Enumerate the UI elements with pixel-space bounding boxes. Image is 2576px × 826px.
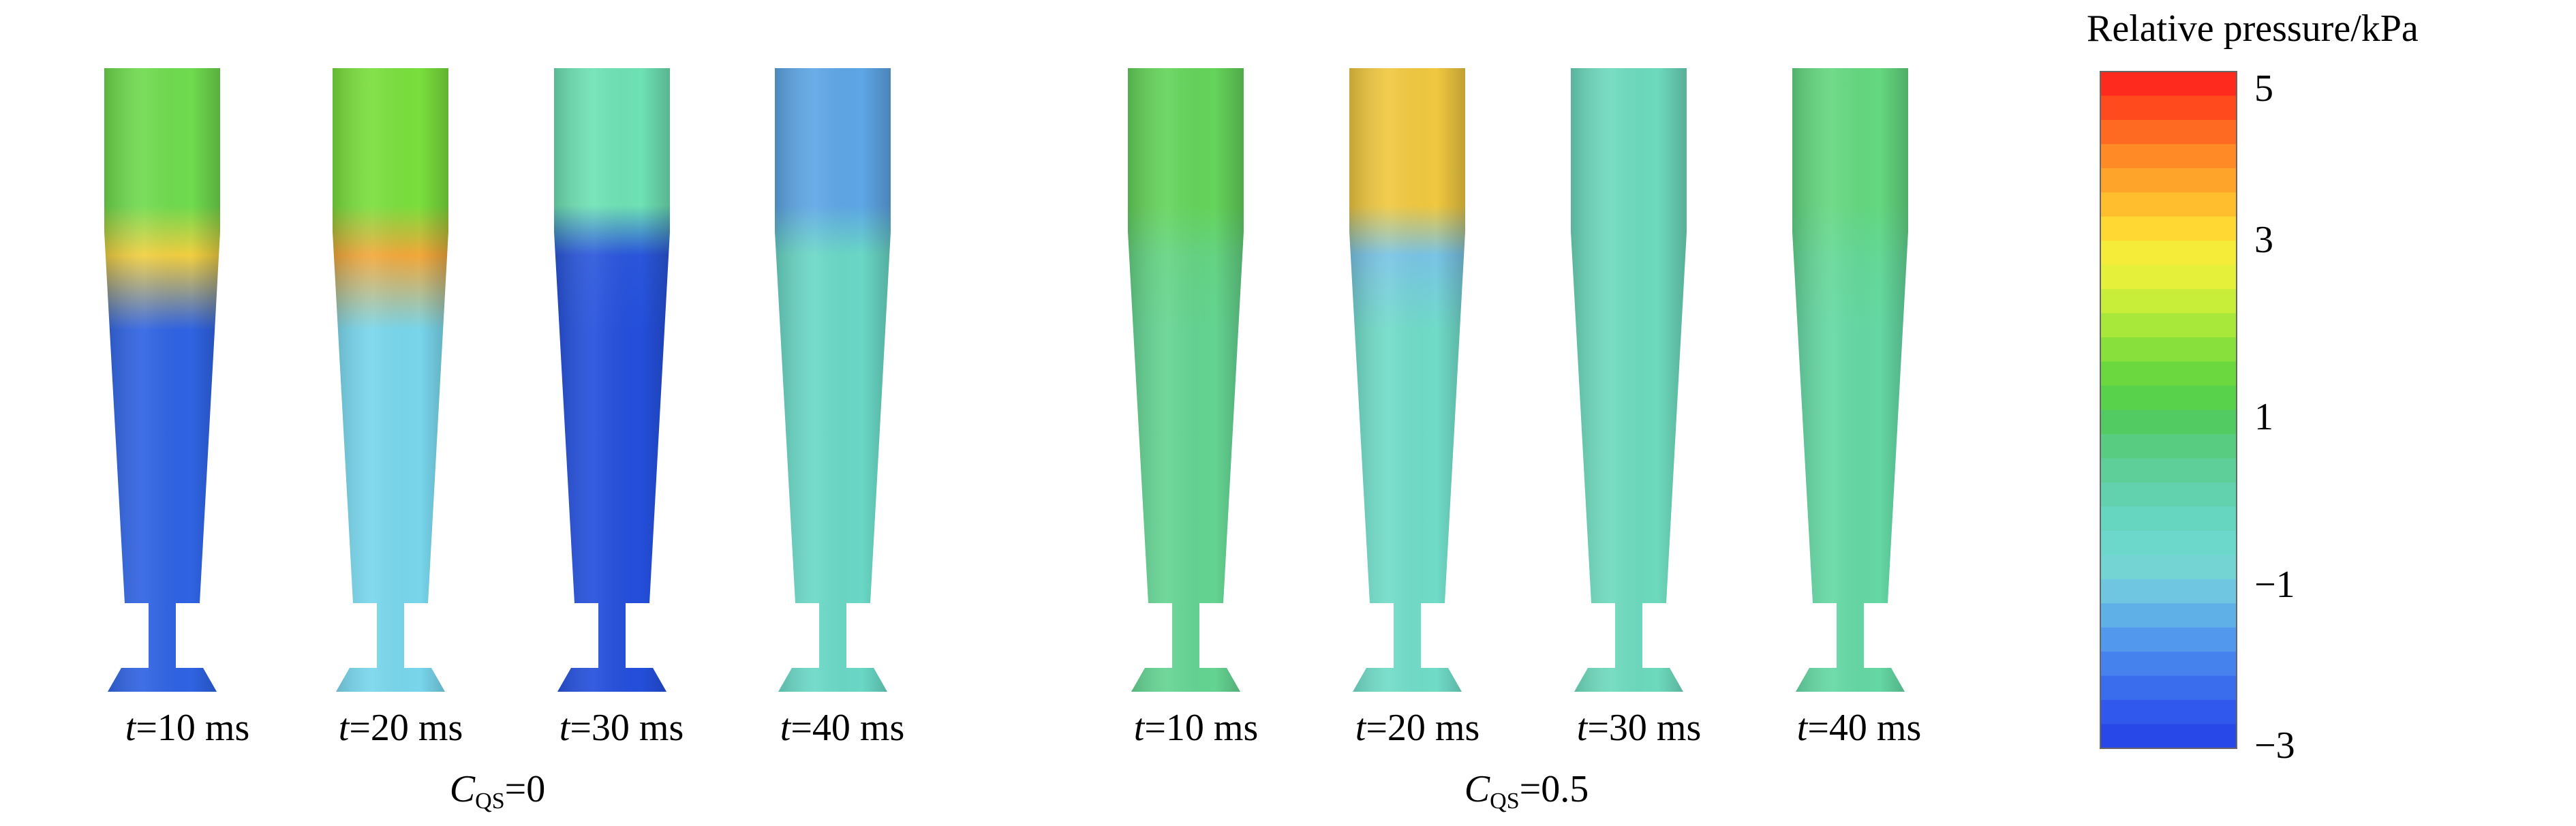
colorbar-swatch [2100, 433, 2237, 459]
colorbar-swatch [2100, 675, 2237, 701]
colorbar-tick-label: 5 [2254, 67, 2273, 110]
colorbar-tick-label: 3 [2254, 219, 2273, 261]
colorbar-swatch [2100, 410, 2237, 435]
colorbar-frame [2100, 71, 2237, 749]
colorbar-swatch [2100, 337, 2237, 363]
colorbar-swatch [2100, 603, 2237, 628]
colorbar-swatch [2100, 289, 2237, 314]
colorbar-tick-label: −3 [2254, 724, 2295, 767]
body-shading [333, 68, 448, 692]
colorbar-swatch [2100, 506, 2237, 532]
colorbar-swatch [2100, 241, 2237, 266]
colorbar-swatch [2100, 579, 2237, 604]
colorbar-swatch [2100, 192, 2237, 217]
colorbar-tick-label: 1 [2254, 396, 2273, 438]
group-label: CQS=0.5 [1464, 768, 1589, 814]
body-shading [1349, 68, 1465, 692]
time-label: t=40 ms [1796, 707, 1922, 749]
colorbar-swatch [2100, 555, 2237, 580]
time-label: t=10 ms [1133, 707, 1259, 749]
colorbar-swatch [2100, 72, 2237, 97]
group-label: CQS=0 [449, 768, 546, 814]
colorbar-swatch [2100, 264, 2237, 290]
colorbar-swatch [2100, 627, 2237, 652]
colorbar-swatch [2100, 386, 2237, 411]
colorbar-swatch [2100, 530, 2237, 555]
time-label: t=10 ms [125, 707, 250, 749]
time-label: t=20 ms [1355, 707, 1480, 749]
colorbar-swatch [2100, 313, 2237, 338]
time-label: t=30 ms [1576, 707, 1702, 749]
colorbar-swatch [2100, 144, 2237, 169]
colorbar-swatch [2100, 458, 2237, 483]
time-label: t=30 ms [559, 707, 684, 749]
colorbar-swatch [2100, 724, 2237, 749]
body-shading [1571, 68, 1687, 692]
colorbar-swatch [2100, 652, 2237, 677]
body-shading [1128, 68, 1244, 692]
body-shading [554, 68, 670, 692]
colorbar-title: Relative pressure/kPa [2087, 7, 2419, 50]
colorbar-tick-label: −1 [2254, 564, 2295, 606]
body-shading [775, 68, 891, 692]
time-label: t=40 ms [780, 707, 905, 749]
colorbar-swatch [2100, 119, 2237, 144]
colorbar-swatch [2100, 700, 2237, 725]
colorbar-swatch [2100, 482, 2237, 507]
body-shading [104, 68, 220, 692]
colorbar-swatch [2100, 216, 2237, 241]
colorbar-swatch [2100, 361, 2237, 386]
body-shading [1792, 68, 1908, 692]
colorbar-swatch [2100, 168, 2237, 193]
time-label: t=20 ms [338, 707, 463, 749]
colorbar-swatch [2100, 95, 2237, 121]
